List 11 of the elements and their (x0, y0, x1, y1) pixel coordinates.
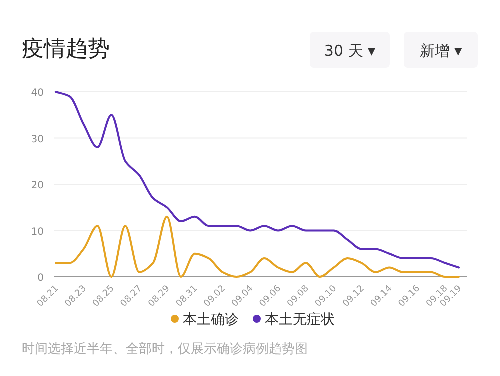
text: 时间选择近半年、全部时，仅展示确诊病例趋势图 (22, 342, 308, 357)
y-tick-label: 0 (38, 273, 44, 284)
text: 新增 ▾ (420, 42, 463, 60)
y-tick-label: 30 (31, 134, 44, 146)
y-tick-label: 20 (31, 180, 44, 192)
y-tick-label: 40 (31, 88, 44, 99)
y-tick-label: 10 (31, 226, 44, 238)
legend-label: 本土确诊 (183, 312, 239, 328)
legend-label: 本土无症状 (265, 312, 335, 328)
text: 30 天 ▾ (324, 42, 376, 60)
chart-title: 疫情趋势 (22, 37, 110, 62)
